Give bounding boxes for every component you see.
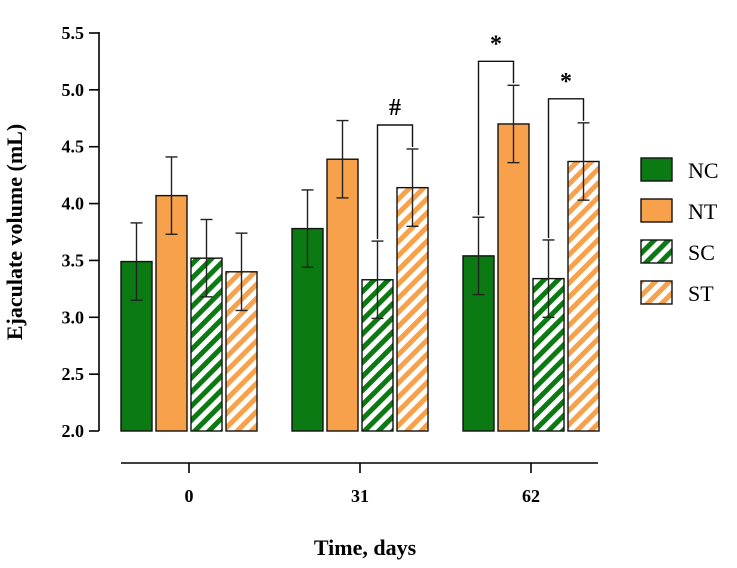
error-bars bbox=[130, 84, 590, 320]
bar-nt-31 bbox=[326, 158, 359, 432]
significance-label: # bbox=[389, 95, 401, 121]
significance-bracket bbox=[376, 124, 414, 240]
y-tick-label: 3.0 bbox=[62, 307, 85, 327]
y-tick-label: 4.0 bbox=[62, 194, 85, 214]
significance-label: * bbox=[560, 69, 572, 95]
y-tick-label: 4.5 bbox=[62, 137, 85, 157]
bars bbox=[120, 123, 600, 432]
y-tick-label: 5.0 bbox=[62, 80, 85, 100]
significance-bracket bbox=[477, 60, 515, 216]
legend-swatch-nc bbox=[640, 157, 673, 182]
x-tick-label: 31 bbox=[351, 486, 369, 506]
legend: NC NT SC ST bbox=[640, 157, 719, 306]
x-axis-title: Time, days bbox=[314, 535, 417, 560]
bar-nt-0 bbox=[155, 194, 188, 432]
bar-nt-62 bbox=[497, 123, 530, 432]
y-tick-label: 3.5 bbox=[62, 250, 85, 270]
legend-label-st: ST bbox=[688, 281, 714, 306]
y-tick-label: 2.5 bbox=[62, 364, 85, 384]
y-tick-label: 2.0 bbox=[62, 421, 85, 441]
bar-st-0 bbox=[225, 271, 258, 432]
legend-label-nc: NC bbox=[688, 158, 719, 183]
x-tick-label: 0 bbox=[185, 486, 194, 506]
legend-swatch-st bbox=[640, 280, 673, 305]
legend-label-sc: SC bbox=[688, 240, 715, 265]
x-tick-label: 62 bbox=[522, 486, 540, 506]
y-axis-title: Ejaculate volume (mL) bbox=[2, 124, 27, 340]
legend-swatch-sc bbox=[640, 239, 673, 264]
significance-annotations: # * * bbox=[376, 31, 585, 240]
legend-swatch-nt bbox=[640, 198, 673, 223]
axes: 2.0 2.5 3.0 3.5 4.0 4.5 5.0 5.5 0 31 62 Time, days E… bbox=[2, 23, 598, 560]
significance-bracket bbox=[547, 98, 585, 238]
y-tick-label: 5.5 bbox=[62, 23, 85, 43]
bar-st-31 bbox=[396, 186, 429, 432]
legend-label-nt: NT bbox=[688, 199, 718, 224]
significance-label: * bbox=[490, 31, 502, 57]
bar-st-62 bbox=[567, 160, 600, 432]
